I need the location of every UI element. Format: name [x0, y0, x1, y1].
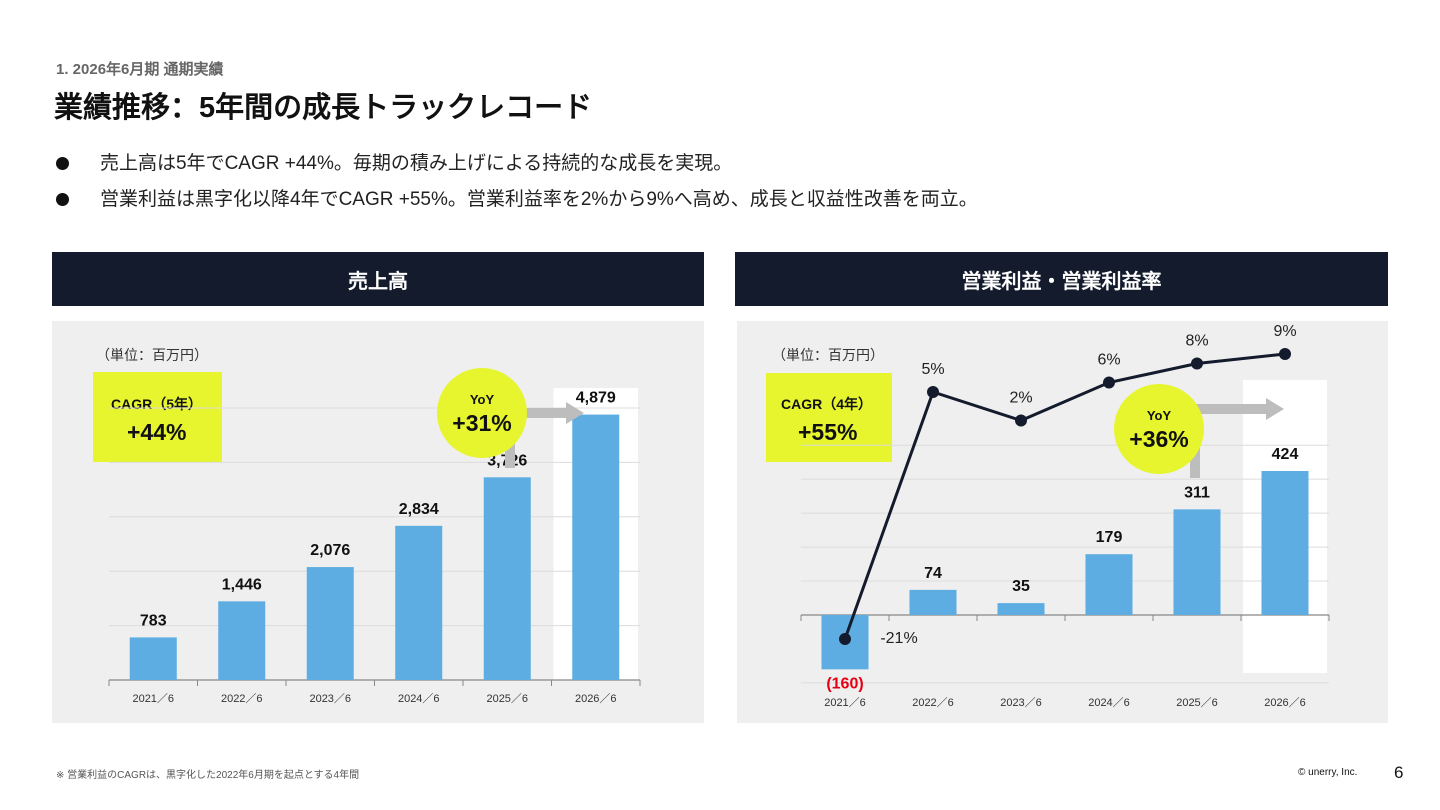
bullet-text: 売上高は5年でCAGR +44%。毎期の積み上げによる持続的な成長を実現。	[100, 153, 733, 174]
section-label: 1. 2026年6月期 通期実績	[56, 61, 224, 78]
page-number: 6	[1394, 763, 1404, 782]
revenue-yoy-title: YoY	[469, 392, 495, 407]
revenue-data-label: 1,446	[222, 576, 262, 593]
x-tick-label: 2022／6	[221, 692, 263, 705]
margin-line	[843, 352, 1286, 640]
margin-point	[839, 633, 851, 645]
bullet-list: 売上高は5年でCAGR +44%。毎期の積み上げによる持続的な成長を実現。 営業…	[56, 152, 978, 224]
x-tick-label: 2022／6	[912, 696, 954, 709]
x-tick-label: 2024／6	[398, 692, 440, 705]
margin-label: 9%	[1273, 323, 1296, 340]
revenue-cagr-value: +44%	[127, 419, 187, 445]
margin-point	[1279, 348, 1291, 360]
revenue-yoy-arrow-head	[566, 402, 584, 424]
operating-profit-unit-label: （単位：百万円）	[772, 347, 884, 363]
operating-profit-bar	[997, 603, 1045, 615]
revenue-yoy-badge: YoY +31%	[437, 368, 527, 458]
revenue-data-label: 2,076	[310, 542, 350, 559]
x-tick-label: 2026／6	[1264, 696, 1306, 709]
x-tick-label: 2023／6	[309, 692, 351, 705]
operating-profit-yoy-arrow-head	[1266, 398, 1284, 420]
operating-profit-bar	[1085, 554, 1133, 615]
revenue-bar	[129, 637, 177, 680]
revenue-bar	[306, 567, 354, 680]
x-tick-label: 2025／6	[486, 692, 528, 705]
x-tick-label: 2024／6	[1088, 696, 1130, 709]
operating-profit-cagr-box: CAGR（4年） +55%	[766, 373, 892, 462]
operating-profit-data-label: 179	[1096, 529, 1123, 546]
operating-profit-cagr-value: +55%	[798, 419, 858, 445]
margin-label: 6%	[1097, 352, 1120, 369]
operating-profit-yoy-badge: YoY +36%	[1114, 384, 1204, 474]
bullet-dot-icon	[56, 193, 69, 206]
operating-profit-data-label: 424	[1272, 446, 1299, 463]
revenue-panel-header: 売上高	[52, 252, 704, 306]
bullet-item: 営業利益は黒字化以降4年でCAGR +55%。営業利益率を2%から9%へ高め、成…	[56, 188, 978, 224]
revenue-bar	[572, 414, 620, 680]
operating-profit-data-label: (160)	[826, 675, 863, 692]
operating-profit-bar	[1173, 509, 1221, 615]
x-tick-label: 2021／6	[824, 696, 866, 709]
margin-label: -21%	[880, 630, 917, 647]
footnote: ※ 営業利益のCAGRは、黒字化した2022年6月期を起点とする4年間	[56, 770, 360, 781]
operating-profit-panel-header: 営業利益・営業利益率	[735, 252, 1388, 306]
operating-profit-bar	[909, 589, 957, 615]
revenue-data-label: 2,834	[399, 501, 439, 518]
margin-point	[1103, 376, 1115, 389]
revenue-yoy-value: +31%	[452, 410, 512, 436]
x-tick-label: 2023／6	[1000, 696, 1042, 709]
revenue-data-label: 783	[140, 612, 167, 629]
revenue-data-label: 4,879	[576, 390, 616, 407]
revenue-bar	[483, 477, 531, 680]
operating-profit-data-label: 35	[1012, 578, 1030, 595]
operating-profit-yoy-value: +36%	[1129, 426, 1189, 452]
operating-profit-yoy-title: YoY	[1146, 408, 1172, 423]
revenue-bar	[395, 525, 443, 680]
margin-point	[927, 386, 939, 398]
margin-label: 5%	[921, 361, 944, 378]
page-title: 業績推移：5年間の成長トラックレコード	[54, 92, 593, 124]
bullet-item: 売上高は5年でCAGR +44%。毎期の積み上げによる持続的な成長を実現。	[56, 152, 978, 188]
revenue-bar	[218, 601, 266, 680]
operating-profit-cagr-title: CAGR（4年）	[781, 396, 873, 412]
margin-point	[1015, 414, 1027, 427]
operating-profit-bar	[1261, 471, 1309, 615]
margin-label: 8%	[1185, 333, 1208, 350]
x-tick-label: 2025／6	[1176, 696, 1218, 709]
operating-profit-data-label: 311	[1184, 484, 1210, 501]
x-tick-label: 2021／6	[132, 692, 174, 705]
copyright: © unerry, Inc.	[1298, 767, 1358, 778]
bullet-dot-icon	[56, 157, 69, 170]
revenue-unit-label: （単位：百万円）	[96, 347, 208, 363]
margin-point	[1191, 357, 1203, 370]
margin-label: 2%	[1009, 390, 1032, 407]
bullet-text: 営業利益は黒字化以降4年でCAGR +55%。営業利益率を2%から9%へ高め、成…	[100, 189, 978, 210]
operating-profit-data-label: 74	[924, 565, 942, 582]
x-tick-label: 2026／6	[575, 692, 617, 705]
